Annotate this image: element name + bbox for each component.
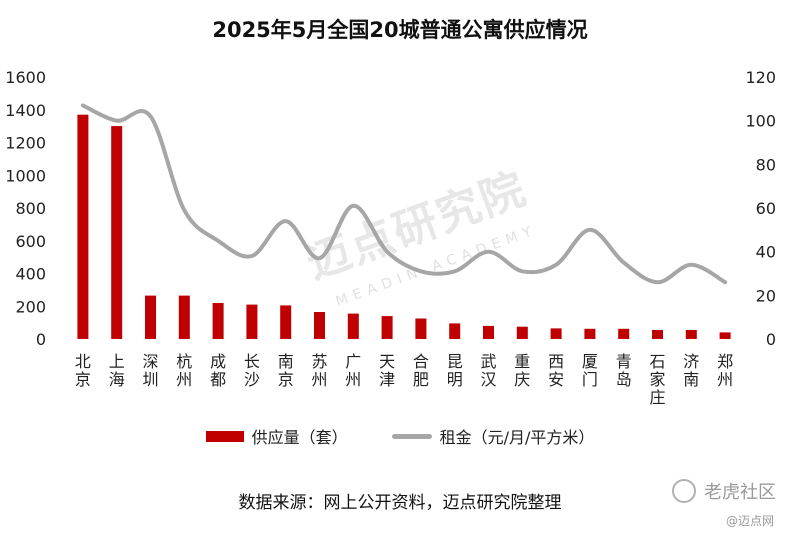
right-tick-6: 120 <box>745 68 776 87</box>
right-tick-2: 40 <box>756 243 776 262</box>
left-tick-3: 600 <box>15 232 46 251</box>
category-label-19: 郑州 <box>717 352 733 389</box>
legend-swatch-line <box>391 433 432 439</box>
right-tick-1: 20 <box>756 286 776 305</box>
category-label-0: 北京 <box>75 352 91 389</box>
right-tick-3: 60 <box>756 199 776 218</box>
category-label-8: 广州 <box>345 352 361 389</box>
bar-14 <box>550 328 562 339</box>
category-label-6: 南京 <box>278 352 294 389</box>
bar-0 <box>77 114 89 339</box>
legend-label-rent: 租金（元/月/平方米） <box>439 428 595 447</box>
bar-12 <box>483 325 494 339</box>
bar-7 <box>314 312 325 339</box>
line-layer <box>80 103 728 285</box>
bar-13 <box>516 326 528 339</box>
category-label-4: 成都 <box>210 352 226 389</box>
category-label-1: 上海 <box>109 352 125 389</box>
category-label-3: 杭州 <box>176 352 192 389</box>
chart-canvas: 0 200 400 600 800 1000 1200 1400 1600 0 20 40 60 80 1… <box>5 68 776 407</box>
category-label-15: 厦门 <box>582 352 598 389</box>
bar-10 <box>415 318 427 339</box>
left-axis: 0 200 400 600 800 1000 1200 1400 1600 <box>5 68 46 349</box>
legend-item-supply: 供应量（套） <box>205 424 348 448</box>
left-tick-4: 800 <box>15 199 46 218</box>
left-tick-0: 0 <box>36 330 46 349</box>
category-label-16: 青岛 <box>616 352 632 389</box>
legend: 供应量（套） 租金（元/月/平方米） <box>0 424 800 448</box>
left-tick-5: 1000 <box>5 166 46 185</box>
bar-15 <box>584 328 596 339</box>
bar-11 <box>449 323 461 339</box>
bar-17 <box>652 330 663 339</box>
legend-swatch-bar <box>205 430 244 442</box>
category-label-18: 济南 <box>683 352 699 389</box>
left-tick-6: 1200 <box>5 134 46 153</box>
legend-item-rent: 租金（元/月/平方米） <box>391 424 595 448</box>
source-note: 数据来源：网上公开资料，迈点研究院整理 <box>238 493 562 513</box>
brand-logo-icon <box>672 479 696 503</box>
left-tick-2: 400 <box>15 265 46 284</box>
rent-line <box>80 103 728 285</box>
category-label-5: 长沙 <box>244 352 260 389</box>
category-label-14: 西安 <box>548 352 564 389</box>
corner-brand-sub: @迈点网 <box>726 514 775 528</box>
bar-8 <box>347 313 359 339</box>
bars-layer <box>77 114 731 339</box>
category-label-10: 合肥 <box>413 352 429 389</box>
category-label-11: 昆明 <box>447 352 463 389</box>
category-label-2: 深圳 <box>142 352 158 389</box>
category-label-9: 天津 <box>379 352 395 389</box>
category-label-12: 武汉 <box>480 352 496 389</box>
bar-16 <box>618 328 630 339</box>
corner-brand: 老虎社区 <box>672 478 776 504</box>
bar-18 <box>685 330 697 339</box>
bar-2 <box>145 295 156 339</box>
right-tick-0: 0 <box>766 330 776 349</box>
bar-19 <box>719 332 731 339</box>
bar-5 <box>246 304 258 339</box>
bar-6 <box>280 305 292 339</box>
bar-1 <box>111 126 123 339</box>
bar-3 <box>178 295 190 339</box>
category-label-7: 苏州 <box>311 352 327 389</box>
category-label-13: 重庆 <box>514 352 530 389</box>
right-axis: 0 20 40 60 80 100 120 <box>745 68 776 349</box>
right-tick-4: 80 <box>756 155 776 174</box>
legend-label-supply: 供应量（套） <box>251 428 348 447</box>
corner-brand-text: 老虎社区 <box>704 482 776 503</box>
bar-4 <box>212 303 224 339</box>
category-label-17: 石家庄 <box>649 352 665 407</box>
chart-title: 2025年5月全国20城普通公寓供应情况 <box>212 18 588 42</box>
left-tick-7: 1400 <box>5 101 46 120</box>
left-tick-8: 1600 <box>5 68 46 87</box>
left-tick-1: 200 <box>15 297 46 316</box>
right-tick-5: 100 <box>745 112 776 131</box>
bar-9 <box>381 316 393 339</box>
